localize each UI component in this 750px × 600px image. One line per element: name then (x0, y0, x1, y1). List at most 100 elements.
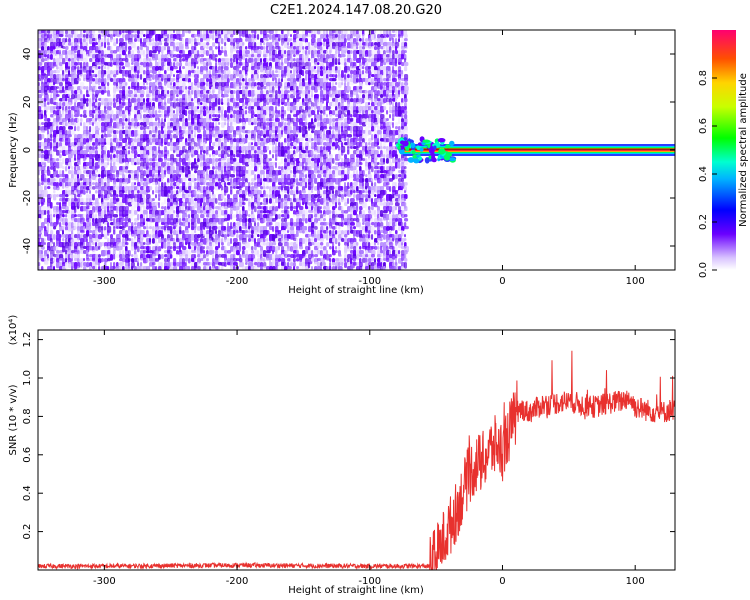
heatmap-cell (251, 138, 255, 142)
heatmap-cell (314, 226, 318, 230)
heatmap-cell (137, 46, 140, 51)
heatmap-cell (197, 138, 201, 143)
heatmap-cell (122, 206, 126, 211)
heatmap-cell (257, 142, 261, 146)
heatmap-cell (131, 198, 134, 203)
heatmap-cell (107, 106, 112, 111)
heatmap-cell (155, 122, 159, 126)
heatmap-cell (299, 86, 304, 90)
heatmap-cell (80, 86, 83, 90)
heatmap-cell (281, 62, 284, 67)
heatmap-cell (68, 214, 72, 220)
heatmap-cell (137, 258, 140, 262)
heatmap-cell (194, 218, 197, 223)
heatmap-cell (140, 174, 145, 180)
heatmap-cell (320, 214, 324, 219)
heatmap-cell (254, 258, 257, 263)
heatmap-cell (302, 78, 305, 84)
heatmap-cell (152, 70, 157, 74)
heatmap-cell (272, 82, 276, 86)
heatmap-cell (134, 210, 138, 215)
heatmap-cell (236, 222, 241, 226)
heatmap-cell (161, 170, 165, 175)
heatmap-cell (284, 254, 289, 258)
heatmap-cell (134, 142, 138, 146)
heatmap-cell (203, 74, 207, 79)
heatmap-cell (158, 266, 162, 270)
heatmap-cell (236, 138, 240, 143)
heatmap-cell (89, 50, 93, 55)
heatmap-cell (155, 46, 159, 52)
heatmap-cell (311, 186, 314, 191)
heatmap-cell (98, 178, 102, 183)
heatmap-cell (122, 102, 126, 106)
heatmap-cell (239, 142, 243, 147)
heatmap-cell (41, 34, 45, 39)
heatmap-cell (257, 174, 260, 180)
heatmap-cell (272, 146, 275, 151)
heatmap-cell (203, 102, 208, 108)
heatmap-cell (146, 86, 149, 90)
heatmap-cell (68, 122, 72, 128)
heatmap-cell (245, 110, 248, 115)
heatmap-cell (260, 74, 264, 79)
heatmap-cell (167, 134, 171, 140)
heatmap-cell (185, 110, 188, 117)
heatmap-cell (137, 154, 141, 158)
heatmap-cell (161, 206, 164, 210)
heatmap-cell (77, 198, 81, 203)
heatmap-cell (158, 42, 163, 46)
heatmap-cell (251, 54, 255, 58)
heatmap-cell (92, 218, 95, 223)
heatmap-cell (62, 46, 66, 49)
heatmap-cell (137, 30, 140, 35)
heatmap-cell (275, 90, 278, 95)
heatmap-cell (170, 190, 174, 195)
heatmap-cell (263, 218, 266, 223)
heatmap-cell (122, 266, 125, 270)
heatmap-cell (242, 54, 246, 61)
heatmap-cell (170, 78, 174, 83)
heatmap-cell (113, 54, 116, 60)
heatmap-cell (194, 82, 198, 86)
heatmap-cell (95, 210, 97, 216)
heatmap-cell (68, 106, 71, 110)
heatmap-cell (86, 98, 89, 102)
heatmap-cell (161, 130, 164, 135)
heatmap-cell (155, 214, 159, 219)
heatmap-cell (53, 178, 56, 182)
heatmap-cell (194, 74, 198, 79)
heatmap-cell (122, 182, 126, 187)
heatmap-cell (251, 262, 254, 267)
heatmap-cell (251, 142, 254, 146)
heatmap-cell (161, 202, 165, 206)
heatmap-cell (191, 122, 195, 126)
heatmap-cell (203, 266, 207, 270)
heatmap-cell (305, 170, 308, 176)
heatmap-cell (164, 58, 167, 62)
heatmap-cell (53, 186, 57, 190)
heatmap-cell (125, 182, 128, 187)
heatmap-cell (311, 58, 315, 64)
heatmap-cell (233, 30, 236, 36)
heatmap-cell (149, 82, 153, 88)
heatmap-cell (122, 158, 125, 163)
heatmap-cell (278, 258, 281, 262)
heatmap-cell (209, 158, 213, 164)
heatmap-cell (101, 258, 104, 263)
heatmap-cell (56, 142, 59, 149)
heatmap-cell (107, 266, 110, 270)
heatmap-cell (50, 94, 53, 100)
heatmap-cell (245, 50, 250, 55)
heatmap-cell (245, 254, 249, 259)
heatmap-cell (128, 54, 132, 58)
heatmap-cell (47, 210, 50, 215)
heatmap-cell (260, 30, 263, 35)
heatmap-cell (89, 206, 93, 210)
heatmap-cell (86, 166, 89, 170)
heatmap-cell (173, 34, 177, 39)
heatmap-cell (212, 110, 215, 114)
heatmap-cell (257, 254, 261, 258)
heatmap-cell (101, 242, 105, 246)
heatmap-cell (296, 70, 299, 74)
